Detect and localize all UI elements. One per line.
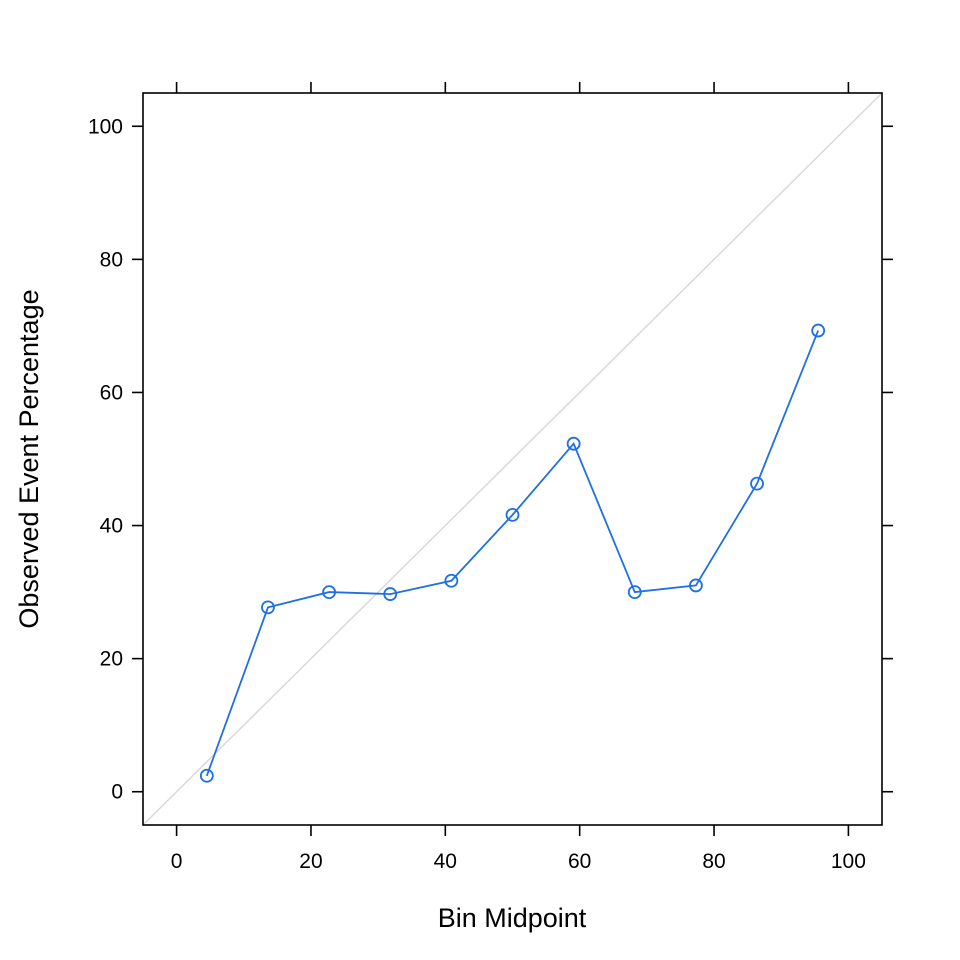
y-tick-label: 60 (100, 381, 123, 404)
y-tick-label: 0 (111, 781, 123, 804)
data-point (505, 507, 520, 522)
data-point (811, 323, 826, 338)
plot-frame (142, 92, 883, 826)
data-point (383, 587, 398, 601)
y-tick-label: 20 (100, 648, 123, 671)
x-axis-title: Bin Midpoint (438, 903, 587, 933)
data-point (689, 578, 703, 593)
y-tick-label: 100 (88, 115, 123, 138)
x-tick-label: 40 (434, 850, 457, 873)
y-tick-label: 80 (100, 248, 123, 271)
series-layer (199, 323, 826, 783)
reference-diagonal-line (142, 92, 883, 826)
data-point (444, 573, 459, 588)
y-axis-title: Observed Event Percentage (14, 289, 44, 628)
tick-layer: 0 20 40 60 80 100 0 20 40 60 80 100 (88, 82, 893, 873)
data-point (322, 585, 336, 599)
x-tick-label: 80 (702, 850, 725, 873)
data-point (566, 436, 581, 451)
data-point (750, 476, 764, 491)
reference-line-layer (142, 92, 883, 826)
x-tick-label: 60 (568, 850, 591, 873)
data-point (199, 768, 214, 783)
y-tick-label: 40 (100, 515, 123, 538)
x-tick-label: 0 (171, 850, 183, 873)
series-line (205, 330, 820, 777)
x-tick-label: 20 (299, 850, 322, 873)
data-point (627, 585, 642, 599)
data-point (261, 600, 275, 615)
x-tick-label: 100 (831, 850, 866, 873)
